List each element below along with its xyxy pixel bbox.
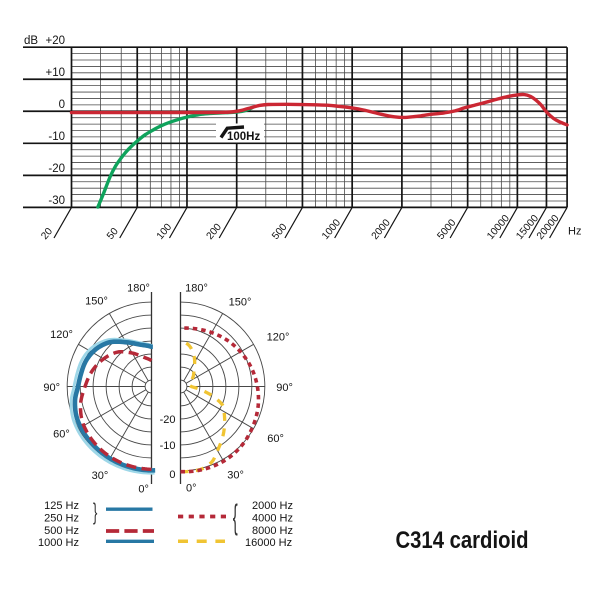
svg-text:0°: 0°	[186, 483, 197, 495]
svg-text:60°: 60°	[267, 433, 284, 445]
svg-text:60°: 60°	[53, 428, 70, 440]
svg-text:-10: -10	[48, 131, 65, 143]
svg-text:150°: 150°	[85, 296, 108, 308]
svg-text:90°: 90°	[43, 382, 60, 394]
svg-text:180°: 180°	[185, 283, 208, 295]
svg-text:120°: 120°	[267, 331, 290, 343]
svg-text:120°: 120°	[50, 329, 73, 341]
svg-text:20000: 20000	[535, 213, 562, 242]
svg-text:500: 500	[270, 222, 290, 242]
svg-text:180°: 180°	[127, 283, 150, 295]
svg-text:10000: 10000	[485, 213, 512, 242]
svg-text:30°: 30°	[227, 469, 244, 481]
svg-text:C314 cardioid: C314 cardioid	[396, 527, 529, 554]
svg-text:0: 0	[169, 469, 175, 481]
svg-text:90°: 90°	[276, 382, 293, 394]
svg-text:-20: -20	[48, 163, 65, 175]
svg-text:500 Hz: 500 Hz	[44, 525, 79, 537]
svg-text:-30: -30	[48, 195, 65, 207]
svg-text:{: {	[233, 497, 238, 536]
svg-text:100Hz: 100Hz	[227, 131, 260, 143]
svg-text:125 Hz: 125 Hz	[44, 500, 79, 512]
svg-text:50: 50	[105, 226, 121, 242]
svg-text:16000 Hz: 16000 Hz	[245, 537, 292, 549]
svg-text:4000 Hz: 4000 Hz	[252, 513, 293, 525]
svg-text:20: 20	[39, 226, 55, 242]
svg-text:150°: 150°	[229, 297, 252, 309]
svg-text:30°: 30°	[92, 470, 109, 482]
svg-text:dB: dB	[24, 35, 38, 47]
svg-text:-20: -20	[160, 414, 176, 426]
svg-text:0: 0	[59, 99, 65, 111]
svg-text:Hz: Hz	[568, 226, 581, 238]
svg-text:1000 Hz: 1000 Hz	[38, 537, 79, 549]
svg-text:200: 200	[205, 222, 225, 242]
svg-text:2000 Hz: 2000 Hz	[252, 500, 293, 512]
svg-text:250 Hz: 250 Hz	[44, 513, 79, 525]
svg-text:8000 Hz: 8000 Hz	[252, 525, 293, 537]
svg-text:0°: 0°	[138, 483, 149, 495]
svg-text:100: 100	[155, 222, 175, 242]
svg-text:}: }	[93, 498, 97, 524]
svg-text:+20: +20	[45, 35, 65, 47]
svg-text:+10: +10	[45, 67, 65, 79]
svg-text:-10: -10	[160, 440, 176, 452]
